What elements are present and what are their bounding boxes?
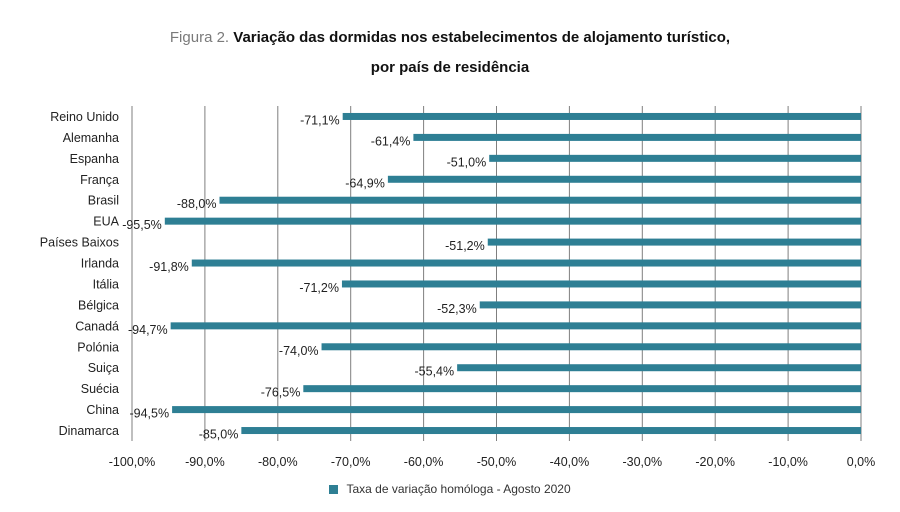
category-label-14: China xyxy=(86,403,119,417)
bar-6 xyxy=(487,238,861,246)
figure-prefix: Figura 2. xyxy=(169,29,230,46)
x-tick-label-7: -30,0% xyxy=(622,455,662,469)
data-label-11: -74,0% xyxy=(279,344,319,358)
bars xyxy=(164,112,862,435)
category-label-7: Irlanda xyxy=(81,257,119,271)
bar-14 xyxy=(172,406,862,414)
x-tick-label-10: 0,0% xyxy=(847,455,876,469)
category-label-3: França xyxy=(80,173,119,187)
data-labels: -71,1% -61,4% -51,0% -64,9% -88,0% -95,5% -51,… xyxy=(122,113,486,441)
bar-0 xyxy=(342,112,861,120)
category-label-13: Suécia xyxy=(81,382,119,396)
bar-11 xyxy=(321,343,861,351)
x-tick-label-4: -60,0% xyxy=(404,455,444,469)
data-label-1: -61,4% xyxy=(371,134,411,148)
chart-title: Figura 2. Variação das dormidas nos esta… xyxy=(0,26,900,80)
category-label-5: EUA xyxy=(93,215,119,229)
bar-12 xyxy=(457,364,861,372)
data-label-13: -76,5% xyxy=(261,386,301,400)
category-label-15: Dinamarca xyxy=(59,424,119,438)
data-label-9: -52,3% xyxy=(437,302,477,316)
x-tick-label-1: -90,0% xyxy=(185,455,225,469)
bar-9 xyxy=(479,301,861,309)
x-tick-label-0: -100,0% xyxy=(109,455,156,469)
category-label-11: Polónia xyxy=(77,340,119,354)
data-label-0: -71,1% xyxy=(300,113,340,127)
category-label-12: Suiça xyxy=(88,361,119,375)
x-tick-label-9: -10,0% xyxy=(768,455,808,469)
data-label-3: -64,9% xyxy=(345,176,385,190)
legend-swatch xyxy=(329,485,339,494)
category-label-2: Espanha xyxy=(70,152,119,166)
title-line-2: por país de residência xyxy=(370,59,530,76)
x-tick-label-2: -80,0% xyxy=(258,455,298,469)
x-tick-label-5: -50,0% xyxy=(477,455,517,469)
bar-10 xyxy=(170,322,862,330)
bar-1 xyxy=(413,133,861,141)
data-label-12: -55,4% xyxy=(415,365,455,379)
bar-5 xyxy=(164,217,861,225)
category-label-8: Itália xyxy=(93,277,119,291)
x-tick-labels: -100,0% -90,0% -80,0% -70,0% -60,0% -50,0% -40… xyxy=(109,455,876,469)
data-label-8: -71,2% xyxy=(299,281,339,295)
category-label-1: Alemanha xyxy=(63,131,119,145)
x-tick-label-3: -70,0% xyxy=(331,455,371,469)
data-label-2: -51,0% xyxy=(447,155,487,169)
title-main-text: Variação das dormidas nos estabeleciment… xyxy=(233,29,731,46)
category-label-6: Países Baixos xyxy=(40,236,119,250)
bar-13 xyxy=(303,385,861,393)
x-tick-label-8: -20,0% xyxy=(695,455,735,469)
data-label-7: -91,8% xyxy=(149,260,189,274)
category-labels: Reino Unido Alemanha Espanha França Brasil EU… xyxy=(40,110,120,438)
title-line-1: Figura 2. Variação das dormidas nos esta… xyxy=(0,26,900,50)
bar-4 xyxy=(219,196,862,204)
category-label-9: Bélgica xyxy=(78,298,119,312)
data-label-6: -51,2% xyxy=(445,239,485,253)
category-label-0: Reino Unido xyxy=(50,110,119,124)
bar-7 xyxy=(191,259,861,267)
data-label-14: -94,5% xyxy=(129,407,169,421)
legend-label: Taxa de variação homóloga - Agosto 2020 xyxy=(346,482,571,496)
data-label-5: -95,5% xyxy=(122,218,162,232)
data-label-10: -94,7% xyxy=(128,323,168,337)
category-label-10: Canadá xyxy=(75,319,119,333)
data-label-15: -85,0% xyxy=(199,428,239,442)
bar-15 xyxy=(241,427,862,435)
data-label-4: -88,0% xyxy=(177,197,217,211)
bar-3 xyxy=(387,175,861,183)
bar-2 xyxy=(489,154,861,162)
category-label-4: Brasil xyxy=(88,194,119,208)
bar-8 xyxy=(341,280,861,288)
x-tick-label-6: -40,0% xyxy=(550,455,590,469)
legend: Taxa de variação homóloga - Agosto 2020 xyxy=(0,482,900,496)
